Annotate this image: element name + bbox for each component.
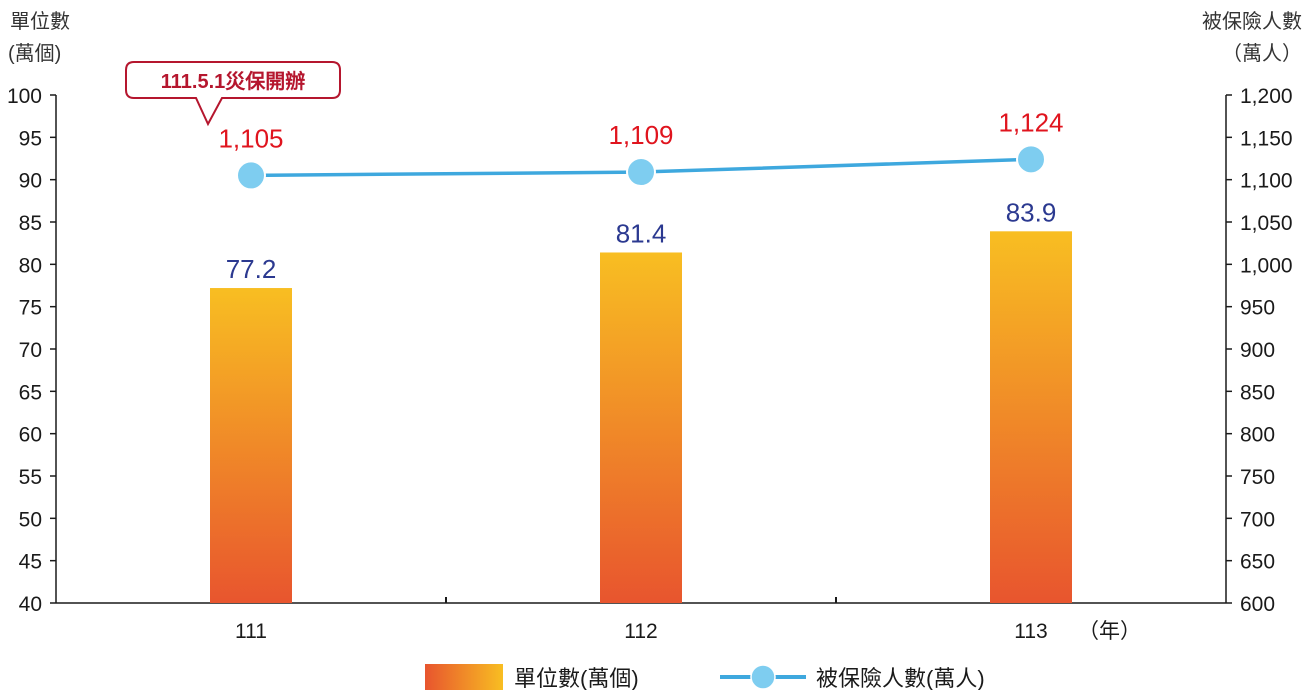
right-tick-label: 1,100 xyxy=(1240,170,1293,193)
left-tick-label: 95 xyxy=(19,127,42,150)
right-tick-label: 750 xyxy=(1240,466,1275,489)
legend-line-marker xyxy=(750,664,776,690)
left-tick-label: 100 xyxy=(7,85,42,108)
left-tick-label: 60 xyxy=(19,424,42,447)
line-value-label: 1,124 xyxy=(998,107,1063,137)
right-tick-label: 800 xyxy=(1240,424,1275,447)
x-tick-label: 111 xyxy=(235,620,267,643)
right-tick-label: 700 xyxy=(1240,508,1275,531)
left-tick-label: 90 xyxy=(19,170,42,193)
bar-value-label: 77.2 xyxy=(226,254,277,284)
right-axis-title-line1: 被保險人數 xyxy=(1202,10,1302,33)
left-tick-label: 45 xyxy=(19,551,42,574)
left-tick-label: 50 xyxy=(19,508,42,531)
right-tick-label: 1,150 xyxy=(1240,127,1293,150)
legend-line-label: 被保險人數(萬人) xyxy=(816,666,985,690)
bars: 77.2 81.4 83.9 xyxy=(210,197,1072,604)
bar-value-label: 83.9 xyxy=(1006,197,1057,227)
left-axis-ticks: 40 45 50 55 60 65 70 75 80 85 90 95 100 xyxy=(7,85,56,616)
right-tick-label: 850 xyxy=(1240,381,1275,404)
line-series: 1,105 1,109 1,124 xyxy=(218,107,1064,191)
left-axis-title-line1: 單位數 xyxy=(10,10,70,33)
x-axis-unit: （年） xyxy=(1078,620,1141,643)
right-tick-label: 1,200 xyxy=(1240,85,1293,108)
annotation-text: 111.5.1災保開辦 xyxy=(161,69,306,93)
right-axis-title-line2: （萬人） xyxy=(1222,42,1302,65)
line-point xyxy=(236,160,266,191)
annotation-callout: 111.5.1災保開辦 xyxy=(125,61,341,127)
right-tick-label: 900 xyxy=(1240,339,1275,362)
bar-value-label: 81.4 xyxy=(616,218,667,248)
right-tick-label: 600 xyxy=(1240,593,1275,616)
left-tick-label: 80 xyxy=(19,254,42,277)
bar xyxy=(990,231,1072,603)
right-tick-label: 950 xyxy=(1240,297,1275,320)
right-tick-label: 650 xyxy=(1240,551,1275,574)
right-tick-label: 1,000 xyxy=(1240,254,1293,277)
bar xyxy=(600,252,682,604)
left-tick-label: 75 xyxy=(19,297,42,320)
left-tick-label: 55 xyxy=(19,466,42,489)
bar xyxy=(210,288,292,603)
left-tick-label: 65 xyxy=(19,381,42,404)
x-tick-label: 113 xyxy=(1014,620,1047,643)
right-tick-label: 1,050 xyxy=(1240,212,1293,235)
left-axis-title-line2: (萬個) xyxy=(8,42,61,65)
line-value-label: 1,109 xyxy=(608,120,673,150)
line-value-label: 1,105 xyxy=(218,123,283,153)
line-point xyxy=(626,157,656,188)
legend: 單位數(萬個) 被保險人數(萬人) xyxy=(425,664,985,690)
x-tick-label: 112 xyxy=(624,620,657,643)
x-axis-ticks: 111 112 113 xyxy=(235,597,1048,643)
left-tick-label: 40 xyxy=(19,593,42,616)
line-point xyxy=(1016,144,1046,175)
legend-bar-swatch xyxy=(425,664,503,690)
left-tick-label: 85 xyxy=(19,212,42,235)
right-axis-ticks: 600 650 700 750 800 850 900 950 1,000 1,050 1,100 1… xyxy=(1226,85,1293,616)
callout-bubble xyxy=(125,61,341,127)
legend-bar-label: 單位數(萬個) xyxy=(514,666,639,690)
left-tick-label: 70 xyxy=(19,339,42,362)
